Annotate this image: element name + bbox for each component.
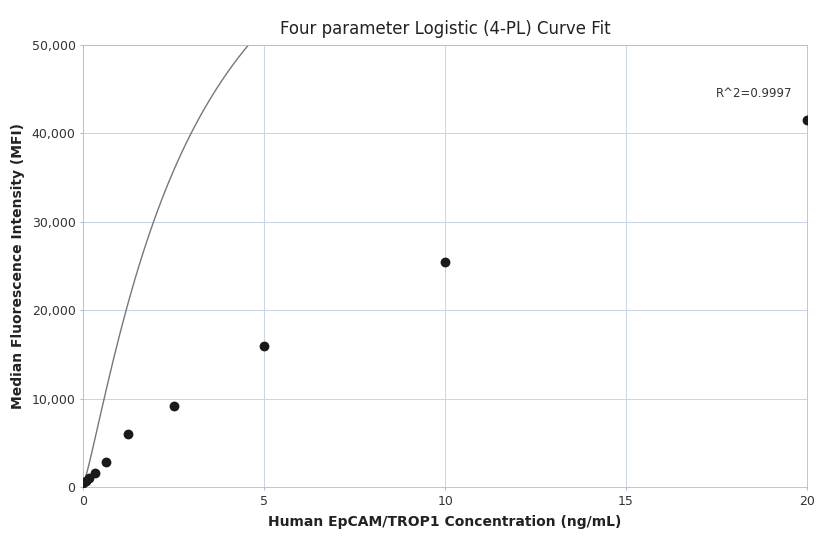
Y-axis label: Median Fluorescence Intensity (MFI): Median Fluorescence Intensity (MFI) xyxy=(11,123,25,409)
Point xyxy=(99,457,112,466)
Text: R^2=0.9997: R^2=0.9997 xyxy=(716,87,793,100)
Point xyxy=(258,341,271,350)
Point xyxy=(79,476,92,485)
Point xyxy=(121,430,135,438)
Point xyxy=(77,478,90,487)
X-axis label: Human EpCAM/TROP1 Concentration (ng/mL): Human EpCAM/TROP1 Concentration (ng/mL) xyxy=(269,515,622,529)
Title: Four parameter Logistic (4-PL) Curve Fit: Four parameter Logistic (4-PL) Curve Fit xyxy=(280,20,611,38)
Point xyxy=(438,257,452,266)
Point xyxy=(167,402,181,410)
Point xyxy=(82,473,96,482)
Point xyxy=(88,469,102,478)
Point xyxy=(800,115,814,124)
